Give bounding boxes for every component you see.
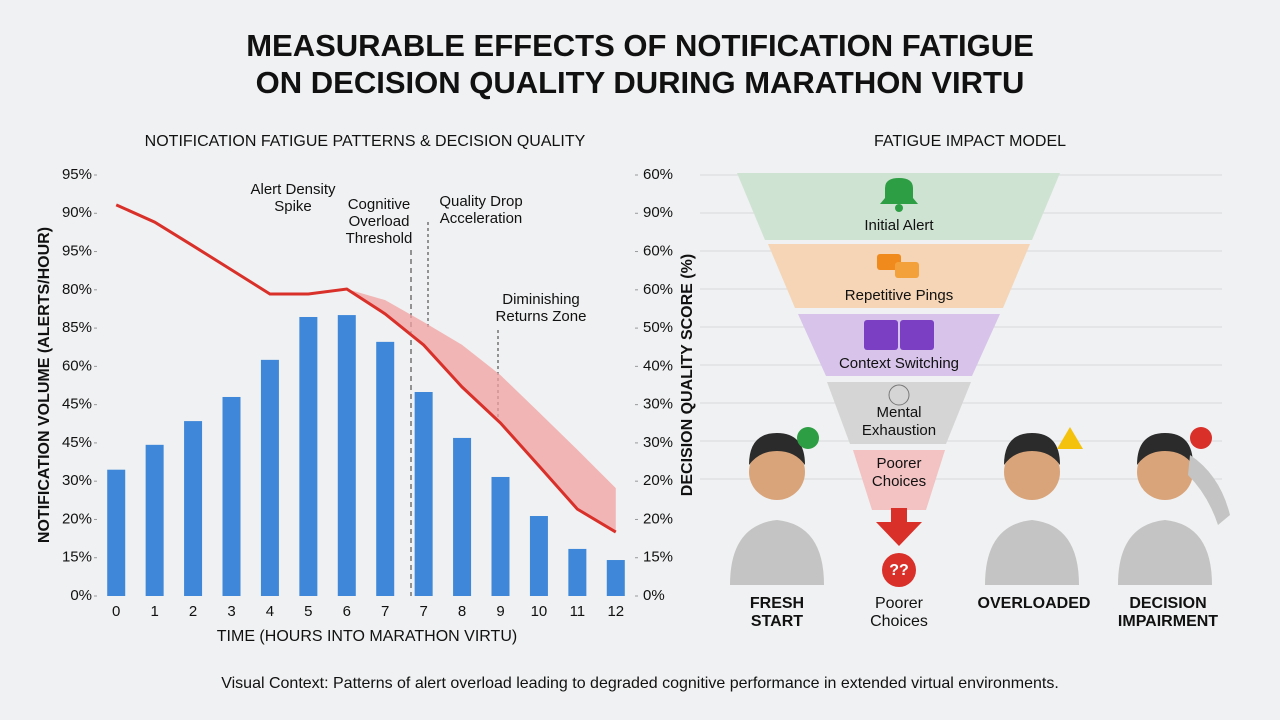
- stage-label: Exhaustion: [862, 422, 936, 439]
- y2-tick-label: 60%: [643, 243, 673, 260]
- bar: [337, 315, 356, 596]
- bar: [414, 392, 433, 596]
- annotation: Diminishing: [502, 291, 580, 308]
- bar: [222, 396, 241, 596]
- x-tick-label: 2: [189, 603, 197, 620]
- x-tick-label: 12: [607, 603, 624, 620]
- y2-tick-label: 50%: [643, 319, 673, 336]
- person-label: FRESH: [750, 595, 804, 612]
- annotation: Spike: [274, 198, 312, 215]
- annotation: Quality Drop: [439, 193, 522, 210]
- x-tick-label: 9: [496, 603, 504, 620]
- y-tick-label: 0%: [70, 587, 92, 604]
- y-tick-label: 60%: [62, 357, 92, 374]
- y2-axis-label: DECISION QUALITY SCORE (%): [679, 254, 696, 496]
- person-label: IMPAIRMENT: [1118, 613, 1218, 630]
- annotation: Threshold: [346, 230, 413, 247]
- x-tick-label: 10: [531, 603, 548, 620]
- diagram-title: FATIGUE IMPACT MODEL: [874, 133, 1066, 150]
- stage-label: Initial Alert: [864, 217, 934, 234]
- y-tick-label: 95%: [62, 166, 92, 183]
- y2-tick-label: 20%: [643, 510, 673, 527]
- bar: [107, 469, 126, 596]
- x-tick-label: 7: [419, 603, 427, 620]
- person-label: OVERLOADED: [978, 595, 1091, 612]
- stage-label: Poorer: [876, 455, 921, 472]
- bar: [606, 560, 625, 596]
- y2-tick-label: 0%: [643, 587, 665, 604]
- x-tick-label: 11: [570, 603, 586, 620]
- y-tick-label: 80%: [62, 281, 92, 298]
- y-tick-label: 20%: [62, 510, 92, 527]
- title-line: MEASURABLE EFFECTS OF NOTIFICATION FATIG…: [246, 28, 1034, 63]
- y2-tick-label: 40%: [643, 357, 673, 374]
- y2-tick-label: 15%: [643, 549, 673, 566]
- x-tick-label: 8: [458, 603, 466, 620]
- annotation: Returns Zone: [496, 308, 587, 325]
- y-tick-label: 85%: [62, 319, 92, 336]
- x-tick-label: 1: [150, 603, 158, 620]
- y-tick-label: 45%: [62, 434, 92, 451]
- bar: [299, 316, 318, 596]
- x-tick-label: 5: [304, 603, 312, 620]
- caption: Visual Context: Patterns of alert overlo…: [221, 675, 1059, 692]
- x-tick-label: 4: [266, 603, 274, 620]
- bar: [376, 341, 395, 596]
- quality-band: [346, 289, 616, 533]
- x-tick-label: 6: [343, 603, 351, 620]
- y-tick-label: 15%: [62, 549, 92, 566]
- bar: [260, 359, 279, 596]
- funnel: [737, 173, 1060, 587]
- y-tick-label: 45%: [62, 396, 92, 413]
- y-tick-label: 30%: [62, 472, 92, 489]
- x-tick-label: 0: [112, 603, 120, 620]
- bar: [145, 444, 164, 596]
- person-label: START: [751, 613, 803, 630]
- person-label: DECISION: [1129, 595, 1206, 612]
- y2-tick-label: 30%: [643, 396, 673, 413]
- bar: [529, 516, 548, 596]
- people: [730, 427, 1230, 585]
- x-tick-label: 7: [381, 603, 389, 620]
- y-axis-label: NOTIFICATION VOLUME (ALERTS/HOUR): [36, 227, 53, 543]
- y2-tick-label: 20%: [643, 472, 673, 489]
- chart-title: NOTIFICATION FATIGUE PATTERNS & DECISION…: [145, 133, 586, 150]
- x-tick-label: 3: [227, 603, 235, 620]
- y-tick-label: 95%: [62, 243, 92, 260]
- bar: [491, 476, 510, 596]
- stage-label: Repetitive Pings: [845, 287, 953, 304]
- person-label: Poorer: [875, 595, 924, 612]
- person-label: Choices: [870, 613, 928, 630]
- stage-label: Context Switching: [839, 355, 959, 372]
- annotation: Acceleration: [440, 210, 523, 227]
- y2-tick-label: 30%: [643, 434, 673, 451]
- x-axis-label: TIME (HOURS INTO MARATHON VIRTU): [217, 628, 517, 645]
- y2-tick-label: 90%: [643, 204, 673, 221]
- annotation: Cognitive: [348, 196, 411, 213]
- bar: [453, 437, 472, 596]
- bar: [568, 548, 587, 596]
- line: [115, 203, 617, 534]
- stage-label: Mental: [876, 404, 921, 421]
- y2-tick-label: 60%: [643, 166, 673, 183]
- title-line: ON DECISION QUALITY DURING MARATHON VIRT…: [256, 65, 1025, 100]
- bar: [184, 421, 203, 596]
- y-tick-label: 90%: [62, 204, 92, 221]
- annotation: Overload: [349, 213, 410, 230]
- stage-label: Choices: [872, 473, 926, 490]
- y2-tick-label: 60%: [643, 281, 673, 298]
- result-label: ??: [889, 562, 909, 579]
- annotation: Alert Density: [250, 181, 336, 198]
